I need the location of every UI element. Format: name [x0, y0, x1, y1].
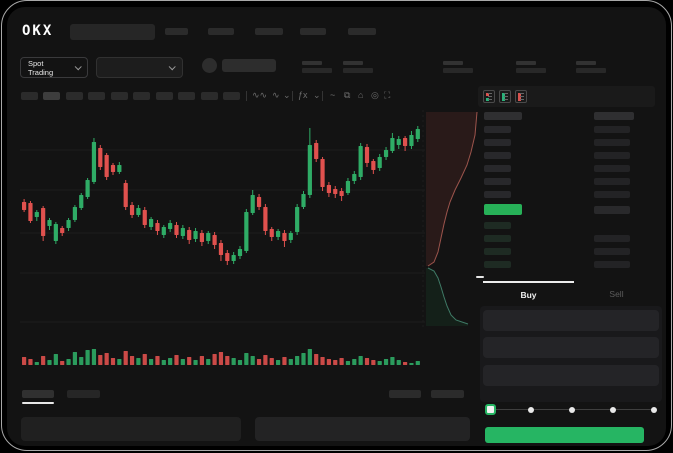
- ob-last-amount[interactable]: [594, 206, 630, 214]
- timeframe-chip-9[interactable]: [201, 92, 218, 100]
- amount-input[interactable]: [483, 337, 659, 358]
- ob-bid-price[interactable]: [484, 248, 511, 255]
- ob-header-amount[interactable]: [594, 112, 634, 120]
- timeframe-chip-5[interactable]: [111, 92, 128, 100]
- chevron-down-icon: [168, 63, 176, 71]
- ob-ask-amount[interactable]: [594, 178, 630, 185]
- ob-ask-price[interactable]: [484, 139, 511, 146]
- order-history-panel: [255, 417, 470, 441]
- ob-ask-amount[interactable]: [594, 139, 630, 146]
- nav-item-1[interactable]: [165, 28, 188, 35]
- timeframe-chip-2-active[interactable]: [43, 92, 60, 100]
- timeframe-chip-4[interactable]: [88, 92, 105, 100]
- nav-item-5[interactable]: [348, 28, 376, 35]
- ob-ask-amount[interactable]: [594, 165, 630, 172]
- search-input[interactable]: [70, 24, 155, 40]
- book-bids-icon[interactable]: [499, 90, 511, 103]
- ob-bid-price[interactable]: [484, 222, 511, 229]
- bottom-tab-2[interactable]: [67, 390, 100, 398]
- ob-ask-price[interactable]: [484, 191, 511, 198]
- pair-title-placeholder: [222, 59, 276, 72]
- ticker-stat-3: [443, 61, 477, 73]
- timeframe-chip-1[interactable]: [21, 92, 38, 100]
- fullscreen-icon[interactable]: ⛶: [384, 90, 391, 100]
- slider-stop-50[interactable]: [569, 406, 575, 413]
- overlay-icon[interactable]: ~: [330, 90, 336, 100]
- bottom-action-2[interactable]: [431, 390, 464, 398]
- ticker-stat-2: [343, 61, 377, 73]
- nav-item-4[interactable]: [300, 28, 326, 35]
- tab-sell[interactable]: Sell: [609, 288, 624, 299]
- ob-bid-price[interactable]: [484, 261, 511, 268]
- amount-slider-handle[interactable]: [485, 404, 496, 415]
- slider-stop-75[interactable]: [610, 406, 616, 413]
- ticker-stat-5: [576, 61, 610, 73]
- timeframe-chip-3[interactable]: [66, 92, 83, 100]
- ob-ask-amount[interactable]: [594, 152, 630, 159]
- ticker-stat-1: [302, 61, 336, 73]
- toolbar-divider: [322, 91, 323, 101]
- ob-ask-price[interactable]: [484, 126, 511, 133]
- okx-logo: OKX: [22, 23, 54, 39]
- current-price-tick: [476, 276, 484, 278]
- total-input[interactable]: [483, 365, 659, 386]
- bottom-action-1[interactable]: [389, 390, 421, 398]
- pair-selector-dropdown[interactable]: [96, 57, 183, 78]
- nav-item-3[interactable]: [255, 28, 283, 35]
- chevron-down-icon[interactable]: ⌄: [313, 90, 321, 100]
- timeframe-chip-10[interactable]: [223, 92, 240, 100]
- slider-stop-100[interactable]: [651, 406, 657, 413]
- orderbook-toolbar: [478, 86, 655, 107]
- toolbar-divider: [246, 91, 247, 101]
- toolbar-divider: [292, 91, 293, 101]
- settings-icon[interactable]: ◎: [371, 90, 379, 100]
- coin-avatar: [202, 58, 217, 73]
- chart-type-icon[interactable]: ∿: [272, 90, 280, 100]
- camera-icon[interactable]: ⌂: [358, 90, 364, 100]
- open-orders-panel: [21, 417, 241, 441]
- candlestick-chart-canvas[interactable]: [20, 108, 478, 370]
- chevron-down-icon: [74, 63, 82, 71]
- book-combined-icon[interactable]: [483, 90, 495, 103]
- bottom-tab-active-underline: [22, 402, 54, 404]
- ob-ask-amount[interactable]: [594, 126, 630, 133]
- ob-header-price[interactable]: [484, 112, 522, 120]
- price-input[interactable]: [483, 310, 659, 331]
- ob-last-price[interactable]: [484, 204, 522, 215]
- ob-ask-price[interactable]: [484, 178, 511, 185]
- timeframe-chip-6[interactable]: [133, 92, 150, 100]
- timeframe-chip-7[interactable]: [156, 92, 173, 100]
- trade-tabs: Buy Sell: [480, 281, 662, 306]
- compare-icon[interactable]: ⧉: [344, 90, 351, 100]
- timeframe-chip-8[interactable]: [178, 92, 195, 100]
- tab-buy[interactable]: Buy: [483, 281, 574, 306]
- book-asks-icon[interactable]: [515, 90, 527, 103]
- ob-ask-price[interactable]: [484, 152, 511, 159]
- indicators-icon[interactable]: ƒx: [298, 90, 308, 100]
- market-type-dropdown[interactable]: Spot Trading: [20, 57, 88, 78]
- buy-submit-button[interactable]: [485, 427, 644, 443]
- market-type-label: Spot Trading: [28, 58, 54, 77]
- ob-bid-price[interactable]: [484, 235, 511, 242]
- ob-bid-amount[interactable]: [594, 248, 630, 255]
- ob-bid-amount[interactable]: [594, 235, 630, 242]
- line-style-icon[interactable]: ∿∿: [252, 90, 268, 100]
- order-book[interactable]: [481, 108, 659, 278]
- slider-stop-25[interactable]: [528, 406, 534, 413]
- ob-ask-price[interactable]: [484, 165, 511, 172]
- chevron-down-icon[interactable]: ⌄: [283, 90, 291, 100]
- ticker-stat-4: [516, 61, 550, 73]
- bottom-tab-1-active[interactable]: [22, 390, 54, 398]
- ob-ask-amount[interactable]: [594, 191, 630, 198]
- nav-item-2[interactable]: [208, 28, 234, 35]
- ob-bid-amount[interactable]: [594, 261, 630, 268]
- amount-slider-track[interactable]: [490, 406, 657, 413]
